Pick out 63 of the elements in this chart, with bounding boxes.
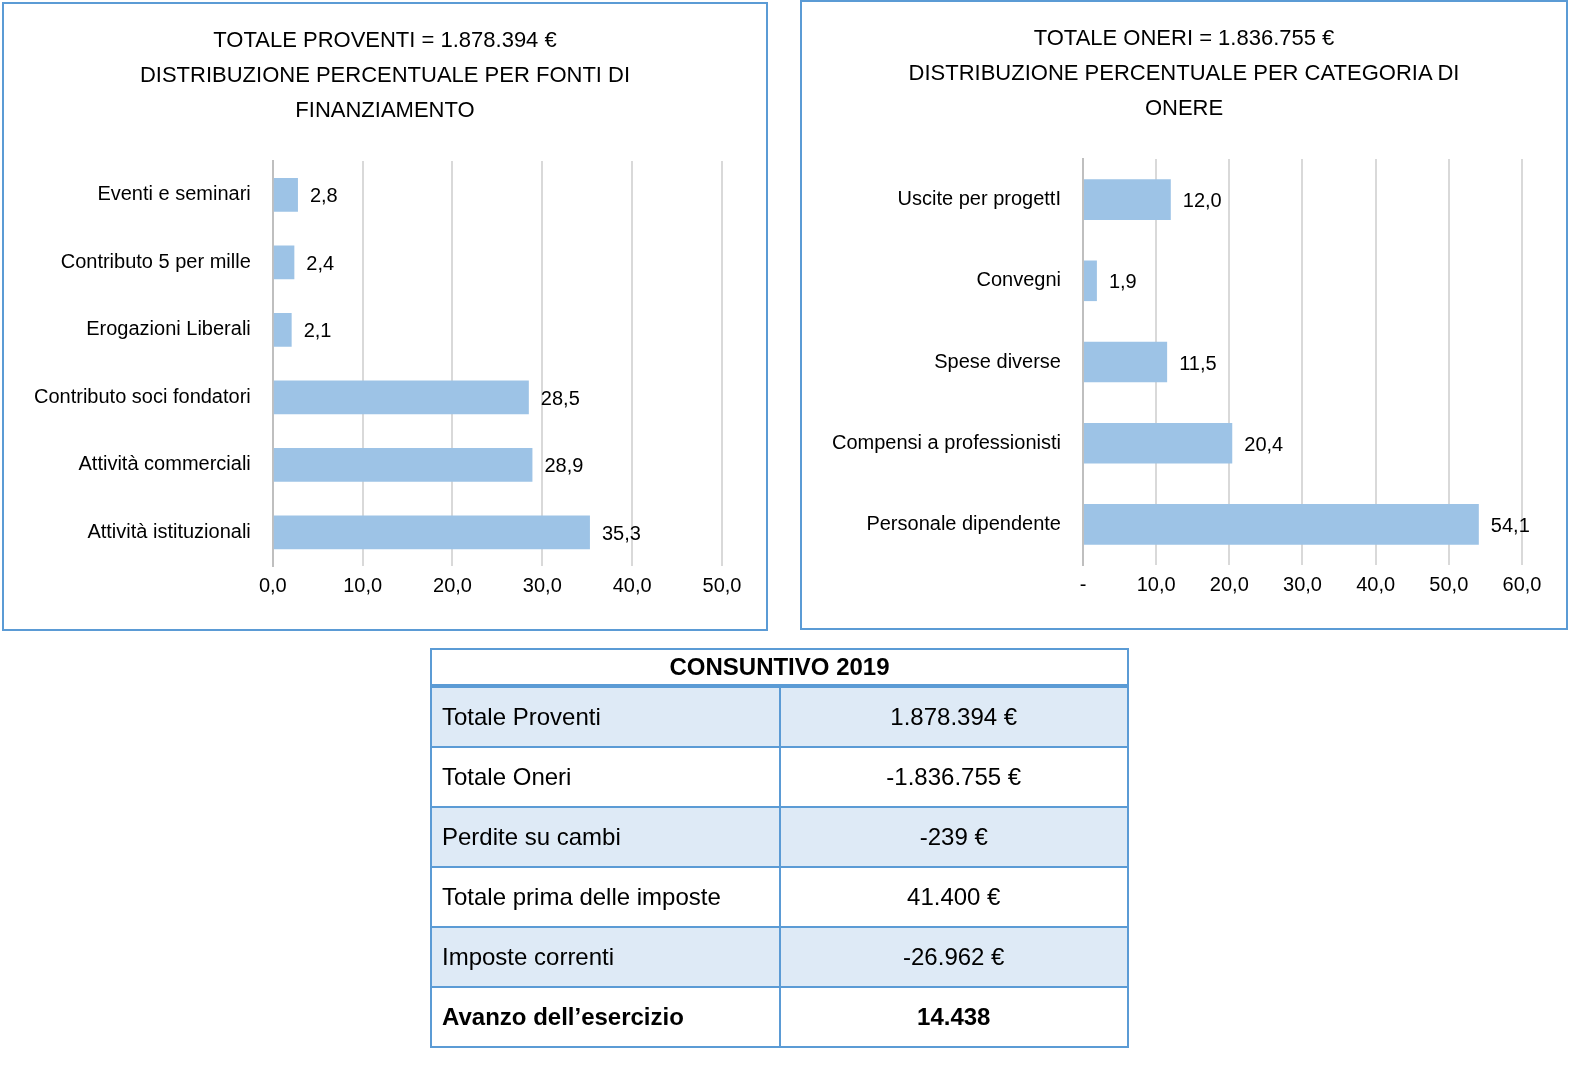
y-tick-label: Uscite per progettI	[897, 187, 1061, 210]
y-tick-label: Compensi a professionisti	[831, 430, 1061, 453]
text: Avanzo dell’esercizio	[431, 987, 780, 1047]
x-tick-label: -	[1079, 572, 1087, 595]
text: Totale Oneri	[431, 747, 780, 807]
bar	[273, 177, 298, 212]
bar	[1083, 341, 1168, 383]
data-label: 12,0	[1182, 189, 1222, 212]
text: -239 €	[779, 807, 1128, 867]
text: CONSUNTIVO 2019	[431, 649, 1128, 686]
text: -1.836.755 €	[779, 747, 1128, 807]
x-tick-label: 0,0	[258, 573, 287, 596]
y-tick-label: Spese diverse	[934, 349, 1061, 372]
text: -26.962 €	[779, 927, 1128, 987]
y-tick-label: Attività istituzionali	[87, 519, 251, 542]
x-tick-label: 60,0	[1502, 572, 1542, 595]
bar	[273, 380, 529, 415]
y-tick-label: Convegni	[976, 268, 1061, 291]
y-tick-label: Eventi e seminari	[97, 182, 251, 205]
text: Imposte correnti	[431, 927, 780, 987]
text: Totale prima delle imposte	[431, 867, 780, 927]
data-label: 2,4	[306, 251, 335, 274]
bar	[273, 245, 295, 280]
text: Totale Proventi	[431, 686, 780, 747]
x-tick-label: 20,0	[433, 573, 472, 596]
x-tick-label: 40,0	[1356, 572, 1396, 595]
chart-title: TOTALE PROVENTI = 1.878.394 €	[212, 26, 558, 54]
x-tick-label: 50,0	[1429, 572, 1469, 595]
bar	[273, 447, 533, 482]
y-tick-label: Contributo soci fondatori	[33, 384, 251, 407]
data-label: 35,3	[601, 521, 641, 544]
bar	[273, 312, 292, 347]
data-label: 54,1	[1490, 513, 1530, 536]
chart-title: TOTALE ONERI = 1.836.755 €	[1032, 24, 1336, 52]
data-label: 28,5	[540, 386, 580, 409]
x-tick-label: 10,0	[1136, 572, 1176, 595]
text: 14.438	[779, 987, 1128, 1047]
x-tick-label: 30,0	[522, 573, 562, 596]
y-tick-label: Erogazioni Liberali	[86, 317, 251, 340]
chart-subtitle: DISTRIBUZIONE PERCENTUALE PER FONTI DI FINANZIAMENTO	[138, 61, 632, 124]
data-label: 20,4	[1244, 432, 1284, 455]
text: Perdite su cambi	[431, 807, 780, 867]
x-tick-label: 20,0	[1209, 572, 1249, 595]
y-tick-label: Attività commerciali	[78, 452, 251, 475]
bar	[273, 515, 590, 550]
text: 1.878.394 €	[779, 686, 1128, 747]
y-tick-label: Contributo 5 per mille	[60, 249, 251, 272]
bar	[1083, 504, 1479, 545]
chart-subtitle: DISTRIBUZIONE PERCENTUALE PER CATEGORIA DI ONERE	[907, 59, 1461, 122]
x-tick-label: 30,0	[1283, 572, 1322, 595]
x-tick-label: 40,0	[612, 573, 652, 596]
data-label: 1,9	[1108, 270, 1137, 293]
x-tick-label: 10,0	[343, 573, 383, 596]
bar	[1083, 179, 1171, 220]
data-label: 2,8	[309, 184, 338, 207]
y-tick-label: Personale dipendente	[866, 511, 1061, 534]
data-label: 28,9	[544, 454, 584, 477]
bar	[1083, 260, 1097, 302]
data-label: 2,1	[303, 319, 332, 342]
data-label: 11,5	[1179, 351, 1217, 374]
text: 41.400 €	[779, 867, 1128, 927]
bar	[1083, 422, 1233, 464]
x-tick-label: 50,0	[702, 573, 742, 596]
